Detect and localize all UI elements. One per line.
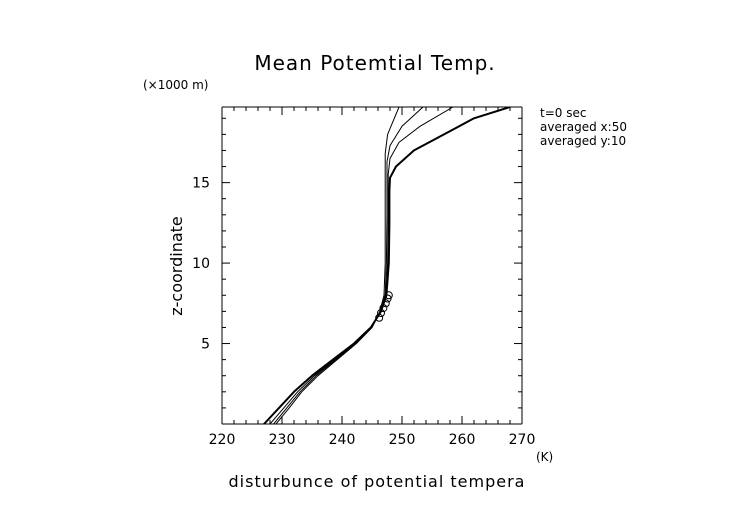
- marker-layer: [375, 291, 393, 322]
- annotation-3: averaged y:10: [540, 134, 626, 148]
- annotation-2: averaged x:50: [540, 120, 627, 134]
- series-line-2: [269, 107, 454, 424]
- marker-6: [384, 291, 393, 300]
- marker-3: [379, 304, 388, 313]
- chart-title: Mean Potemtial Temp.: [254, 51, 495, 75]
- x-axis-label: disturbunce of potential tempera: [229, 472, 526, 491]
- y-tick-label: 10: [192, 256, 210, 272]
- series-line-3: [273, 107, 424, 424]
- marker-1: [375, 313, 384, 322]
- x-unit-label: (K): [536, 450, 553, 464]
- marker-4: [381, 299, 390, 308]
- y-tick-label: 15: [192, 176, 210, 192]
- x-tick-label: 260: [449, 432, 476, 448]
- x-tick-label: 230: [269, 432, 296, 448]
- series-line-4: [275, 107, 400, 424]
- y-axis-label: z-coordinate: [167, 216, 186, 316]
- annotation-1: t=0 sec: [540, 106, 586, 120]
- axes: 220 230 240 250 260 270 5 10 15: [192, 106, 536, 448]
- series-layer: [263, 107, 511, 424]
- x-tick-label: 240: [329, 432, 356, 448]
- x-tick-label: 250: [389, 432, 416, 448]
- marker-2: [377, 309, 385, 317]
- x-tick-label: 220: [209, 432, 236, 448]
- series-line-1: [263, 107, 511, 424]
- y-unit-label: (×1000 m): [143, 78, 208, 92]
- x-tick-label: 270: [509, 432, 536, 448]
- y-tick-label: 5: [201, 337, 210, 353]
